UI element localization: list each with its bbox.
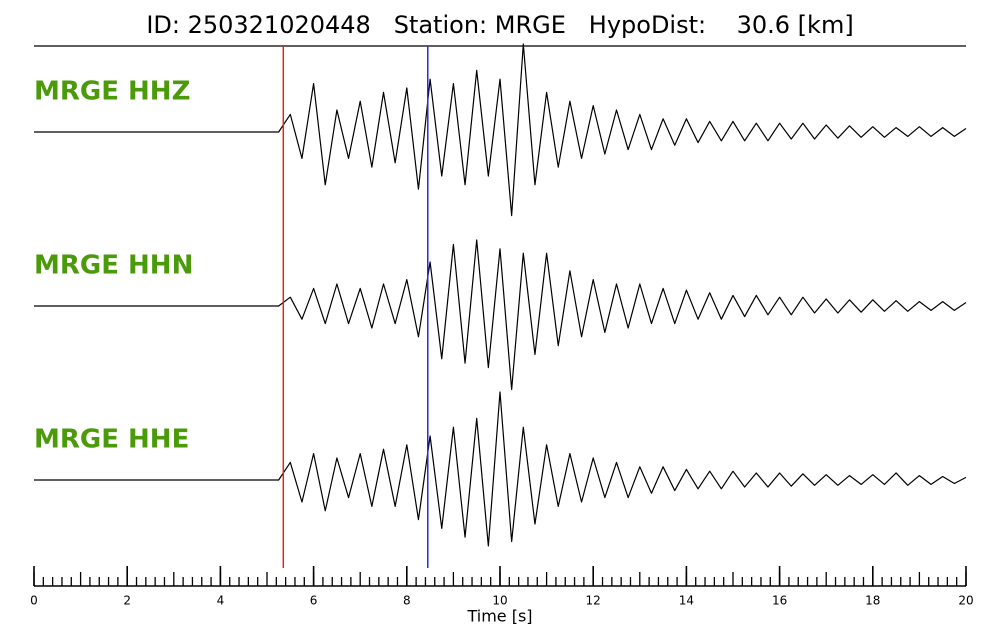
trace-label: MRGE HHE (34, 425, 189, 455)
x-tick-label: 14 (679, 594, 694, 608)
x-tick-label: 10 (492, 594, 507, 608)
x-tick-label: 0 (30, 594, 38, 608)
waveform (34, 239, 967, 391)
x-tick-label: 20 (958, 594, 973, 608)
x-tick-label: 4 (217, 594, 225, 608)
x-tick-label: 16 (772, 594, 787, 608)
x-tick-label: 12 (586, 594, 601, 608)
x-tick-label: 6 (310, 594, 318, 608)
trace-label: MRGE HHZ (34, 77, 190, 107)
waveform (34, 391, 967, 547)
chart-title: ID: 250321020448 Station: MRGE HypoDist:… (146, 11, 853, 39)
x-tick-label: 2 (123, 594, 131, 608)
x-axis-label: Time [s] (466, 607, 532, 626)
waveform (34, 43, 967, 217)
trace-label: MRGE HHN (34, 251, 193, 281)
x-tick-label: 8 (403, 594, 411, 608)
x-tick-label: 18 (865, 594, 880, 608)
